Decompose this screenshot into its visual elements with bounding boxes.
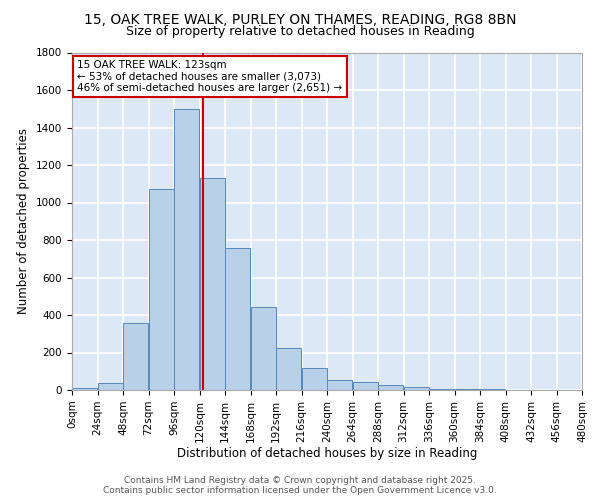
Text: 15 OAK TREE WALK: 123sqm
← 53% of detached houses are smaller (3,073)
46% of sem: 15 OAK TREE WALK: 123sqm ← 53% of detach… <box>77 60 343 93</box>
Bar <box>149 190 174 390</box>
Bar <box>327 380 352 390</box>
Bar <box>98 384 123 390</box>
Bar <box>353 382 378 390</box>
Bar <box>225 248 250 390</box>
X-axis label: Distribution of detached houses by size in Reading: Distribution of detached houses by size … <box>177 448 477 460</box>
Bar <box>276 348 301 390</box>
Text: 15, OAK TREE WALK, PURLEY ON THAMES, READING, RG8 8BN: 15, OAK TREE WALK, PURLEY ON THAMES, REA… <box>84 12 516 26</box>
Bar <box>455 389 480 390</box>
Text: Size of property relative to detached houses in Reading: Size of property relative to detached ho… <box>125 25 475 38</box>
Bar <box>302 368 327 390</box>
Bar <box>404 387 429 390</box>
Bar <box>200 178 225 390</box>
Y-axis label: Number of detached properties: Number of detached properties <box>17 128 31 314</box>
Bar <box>378 386 403 390</box>
Bar <box>72 388 97 390</box>
Bar <box>123 324 148 390</box>
Bar <box>251 306 276 390</box>
Bar <box>429 388 454 390</box>
Text: Contains HM Land Registry data © Crown copyright and database right 2025.
Contai: Contains HM Land Registry data © Crown c… <box>103 476 497 495</box>
Bar <box>174 109 199 390</box>
